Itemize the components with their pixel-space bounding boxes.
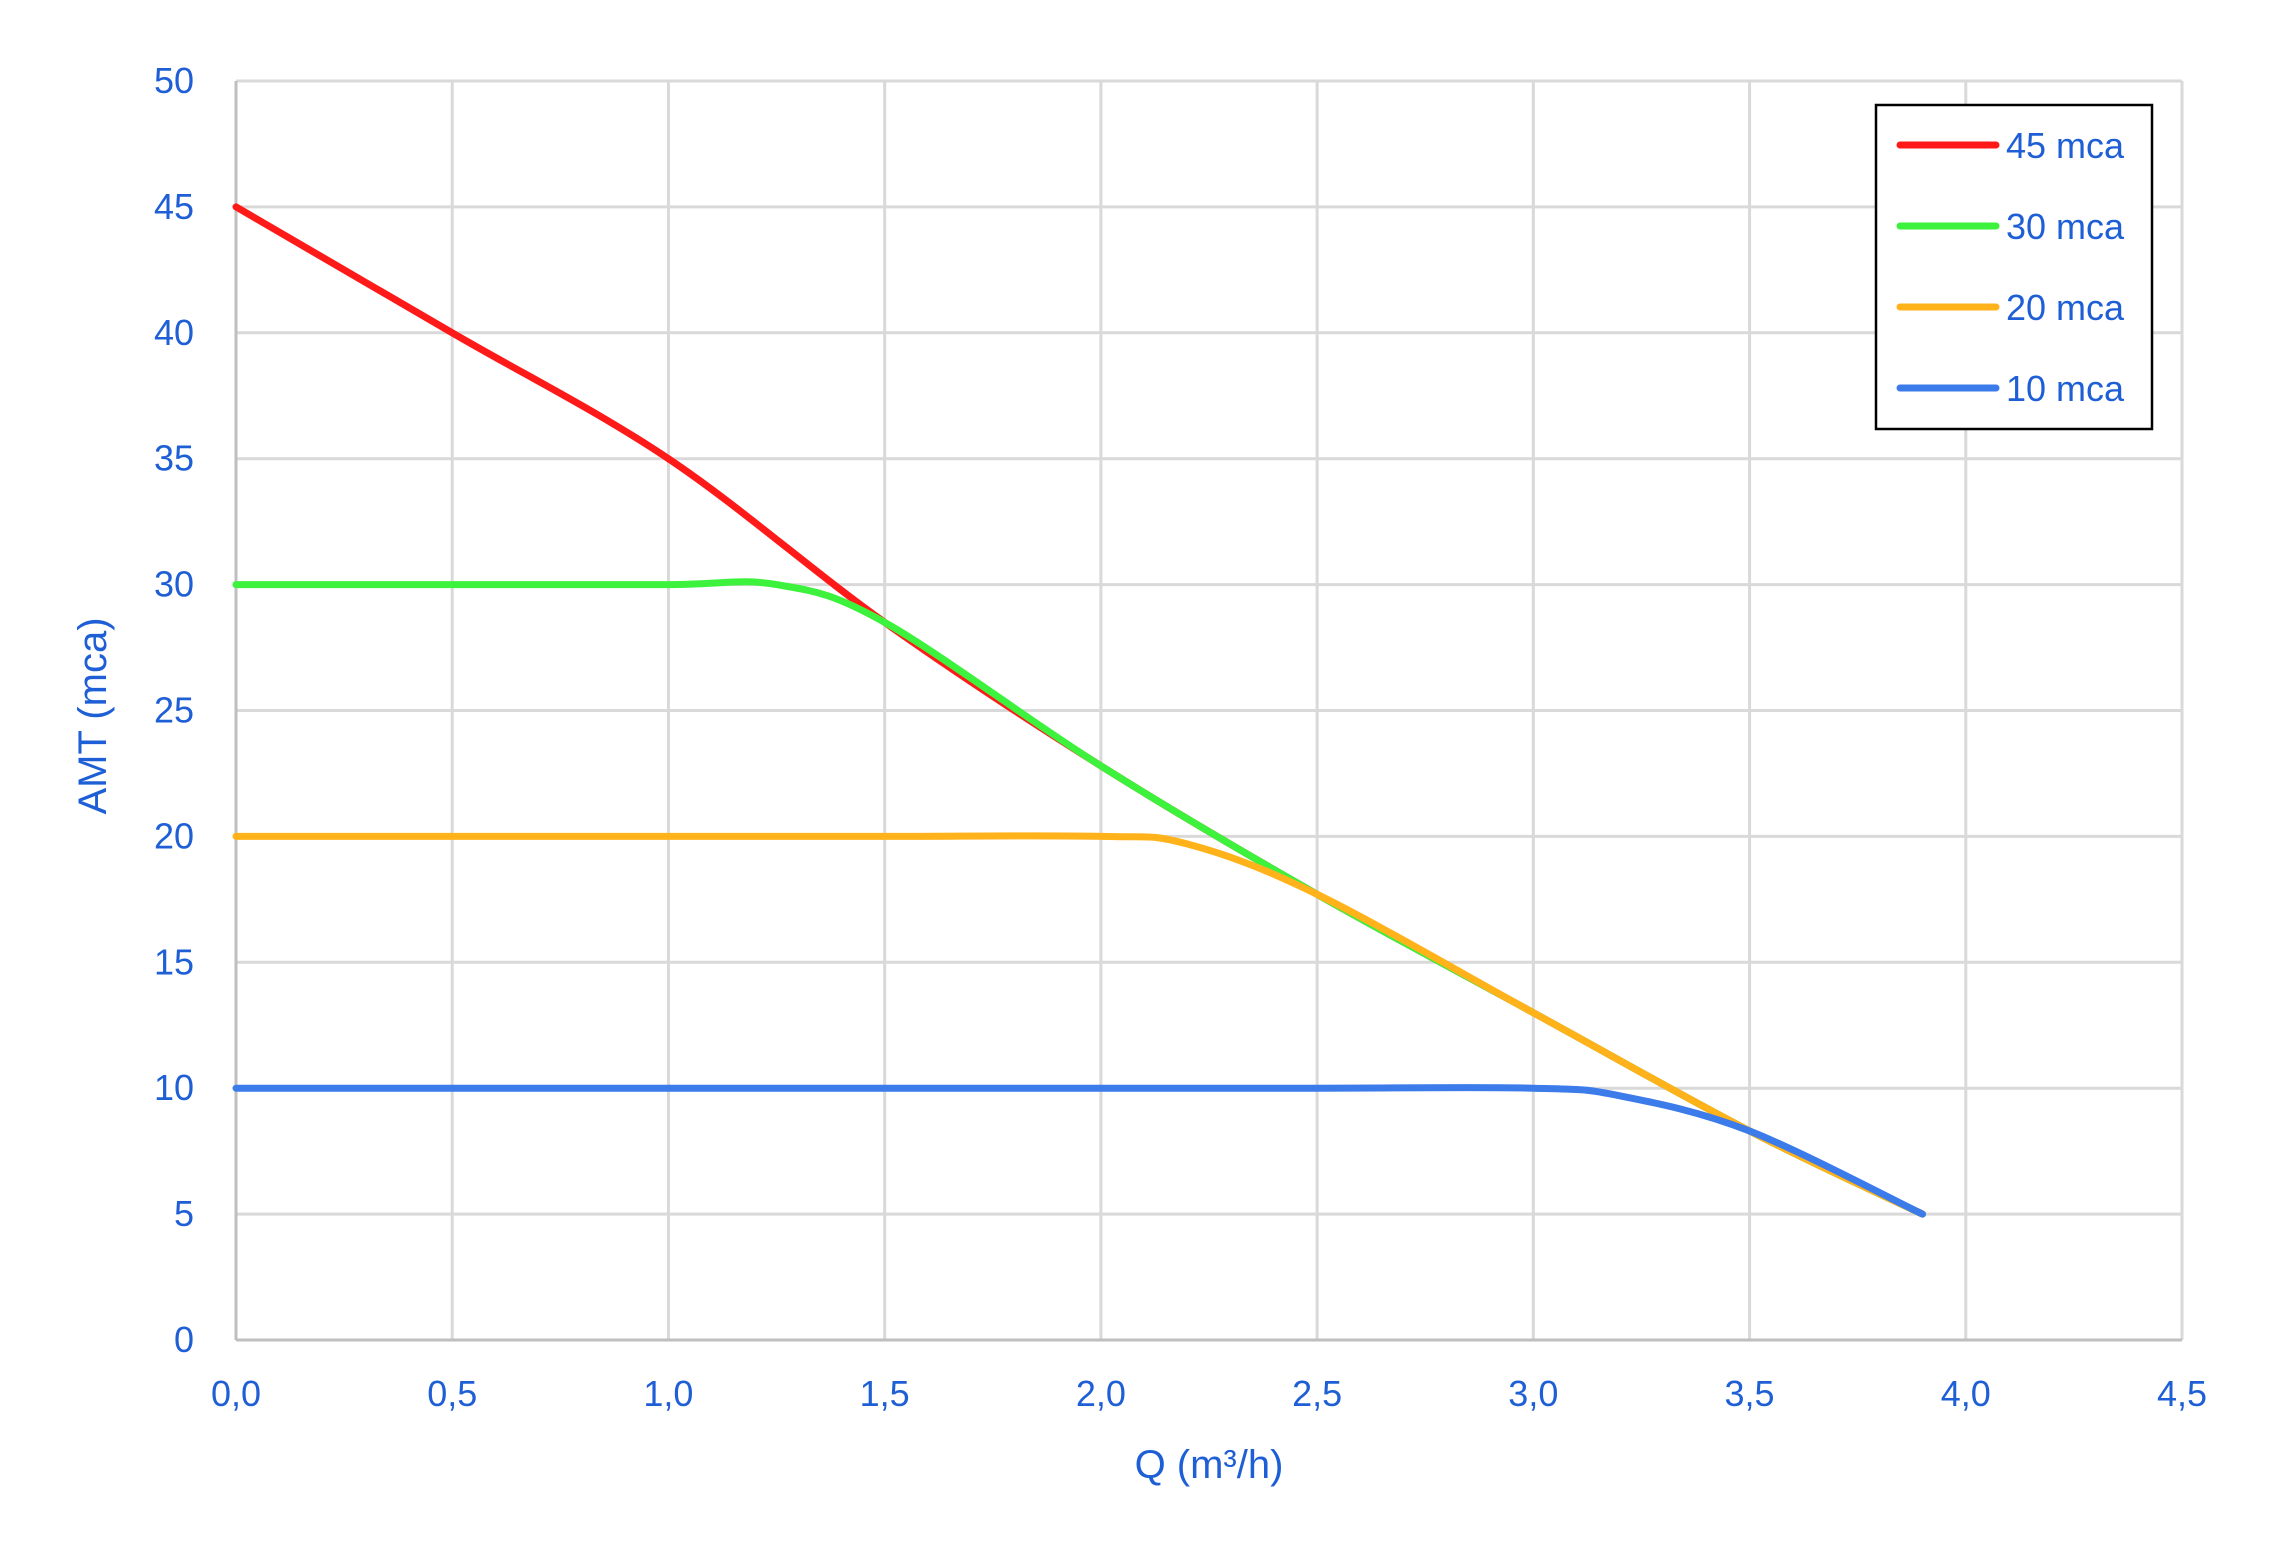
legend-label: 45 mca bbox=[2006, 125, 2125, 166]
y-axis-ticks: 0 5 10 15 20 25 30 35 40 45 50 bbox=[154, 60, 194, 1360]
series-lines bbox=[232, 203, 1926, 1218]
y-tick-label: 40 bbox=[154, 312, 194, 353]
y-axis-title: AMT (mca) bbox=[71, 617, 115, 814]
y-tick-label: 0 bbox=[174, 1319, 194, 1360]
x-axis-title: Q (m³/h) bbox=[1135, 1443, 1284, 1487]
x-tick-label: 3,0 bbox=[1508, 1373, 1558, 1414]
y-tick-label: 20 bbox=[154, 815, 194, 856]
legend-label: 10 mca bbox=[2006, 368, 2125, 409]
x-tick-label: 1,5 bbox=[860, 1373, 910, 1414]
legend-box bbox=[1874, 103, 2154, 431]
legend-label: 20 mca bbox=[2006, 287, 2125, 328]
legend: 45 mca 30 mca 20 mca 10 mca bbox=[1874, 103, 2154, 431]
series-line-2 bbox=[232, 832, 1926, 1218]
y-tick-label: 15 bbox=[154, 941, 194, 982]
legend-label: 30 mca bbox=[2006, 206, 2125, 247]
x-axis-ticks: 0,0 0,5 1,0 1,5 2,0 2,5 3,0 3,5 4,0 4,5 bbox=[211, 1373, 2207, 1414]
y-tick-label: 50 bbox=[154, 60, 194, 101]
x-tick-label: 3,5 bbox=[1725, 1373, 1775, 1414]
x-tick-label: 4,0 bbox=[1941, 1373, 1991, 1414]
y-tick-label: 25 bbox=[154, 690, 194, 731]
y-tick-label: 5 bbox=[174, 1193, 194, 1234]
x-tick-label: 2,0 bbox=[1076, 1373, 1126, 1414]
y-tick-label: 10 bbox=[154, 1067, 194, 1108]
y-tick-label: 35 bbox=[154, 438, 194, 479]
y-tick-label: 45 bbox=[154, 186, 194, 227]
x-tick-label: 0,0 bbox=[211, 1373, 261, 1414]
x-tick-label: 1,0 bbox=[643, 1373, 693, 1414]
x-tick-label: 2,5 bbox=[1292, 1373, 1342, 1414]
y-tick-label: 30 bbox=[154, 564, 194, 605]
x-tick-label: 0,5 bbox=[427, 1373, 477, 1414]
x-tick-label: 4,5 bbox=[2157, 1373, 2207, 1414]
series-line-3 bbox=[232, 1084, 1926, 1218]
series-line-1 bbox=[232, 578, 1926, 1218]
